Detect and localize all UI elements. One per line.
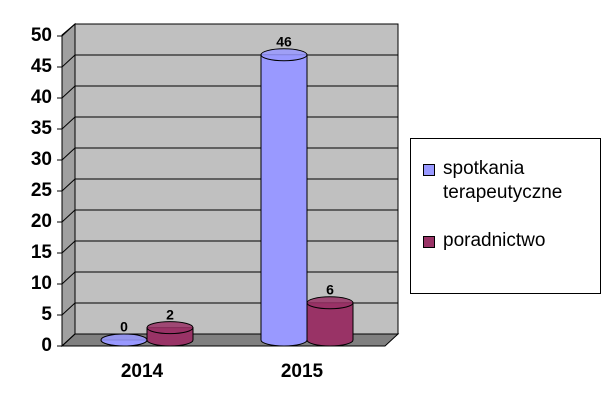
y-tick-label: 40: [31, 87, 52, 108]
legend: spotkania terapeutyczne poradnictwo: [410, 138, 601, 294]
grid-line: [61, 178, 76, 192]
y-tick-label: 30: [31, 149, 52, 170]
grid-line: [61, 271, 76, 285]
y-tick-label: 20: [31, 211, 52, 232]
bar: [260, 54, 308, 347]
bar-top: [100, 333, 148, 347]
legend-swatch: [423, 164, 435, 176]
value-label: 2: [166, 306, 174, 322]
bar-top: [306, 296, 354, 310]
x-tick-label: 2014: [121, 361, 164, 382]
legend-swatch: [423, 236, 435, 248]
grid-line: [61, 333, 76, 347]
value-label: 6: [326, 282, 334, 298]
grid-line: [61, 209, 76, 223]
value-label: 46: [276, 34, 292, 50]
y-tick-label: 35: [31, 118, 53, 139]
grid-line: [61, 85, 76, 99]
y-tick-label: 0: [41, 335, 52, 356]
legend-entry: spotkania terapeutyczne: [423, 157, 593, 205]
y-tick-label: 10: [31, 273, 52, 294]
legend-label: poradnictwo: [443, 230, 546, 251]
grid-line: [61, 23, 76, 37]
legend-entry: poradnictwo: [423, 229, 593, 253]
y-tick-label: 50: [31, 25, 52, 46]
legend-label: spotkania terapeutyczne: [443, 158, 563, 203]
y-tick-label: 15: [31, 242, 53, 263]
y-tick-label: 45: [31, 56, 53, 77]
bar: [306, 302, 354, 347]
grid-line: [61, 116, 76, 130]
grid-line: [61, 302, 76, 316]
y-tick-label: 25: [31, 180, 53, 201]
bar-top: [260, 48, 308, 62]
value-label: 0: [120, 319, 128, 335]
x-tick-label: 2015: [281, 361, 324, 382]
y-tick-label: 5: [41, 304, 52, 325]
grid-line: [61, 54, 76, 68]
grid-line: [61, 240, 76, 254]
bar-top: [146, 321, 194, 335]
grid-line: [61, 147, 76, 161]
